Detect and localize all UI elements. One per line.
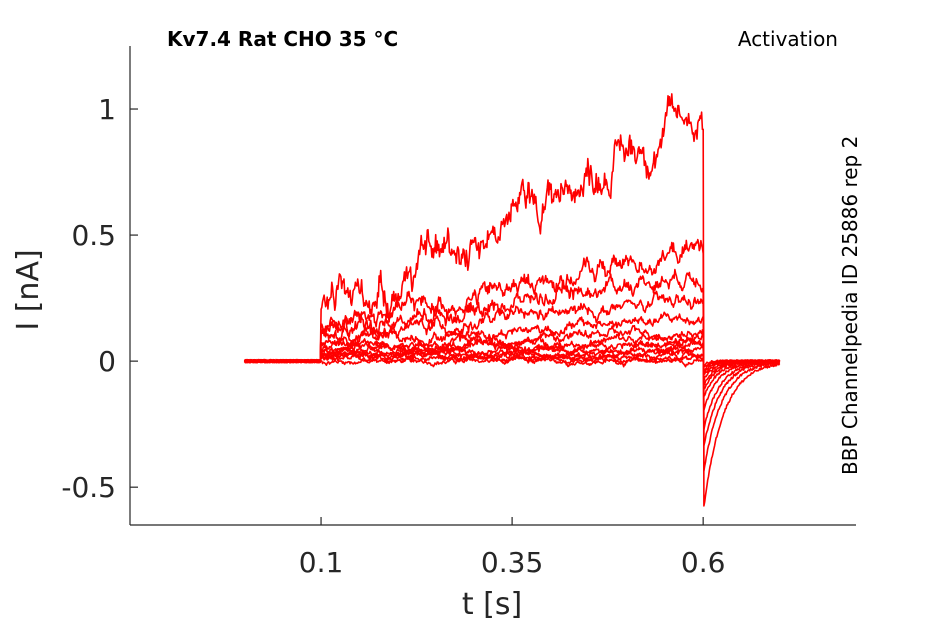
- x-axis-label: t [s]: [462, 587, 522, 622]
- traces: [243, 93, 781, 507]
- y-tick-label: 0.5: [71, 219, 116, 252]
- y-tick-label: 1: [98, 93, 116, 126]
- current-trace: [243, 290, 780, 431]
- chart-subtitle: Activation: [738, 27, 838, 51]
- current-trace: [244, 311, 781, 411]
- current-trace: [244, 332, 780, 390]
- x-tick-label: 0.35: [481, 546, 543, 579]
- current-trace: [244, 268, 781, 447]
- ticks: 0.1 0.35 0.6 -0.5 0 0.5 1: [61, 93, 725, 579]
- side-annotation: BBP Channelpedia ID 25886 rep 2: [838, 136, 862, 475]
- chart-title: Kv7.4 Rat CHO 35 °C: [167, 27, 398, 51]
- current-trace: [244, 324, 781, 398]
- x-tick-label: 0.6: [681, 546, 726, 579]
- current-trace: [243, 340, 781, 382]
- current-trace: [244, 93, 781, 507]
- current-trace: [243, 238, 781, 472]
- axes: [129, 46, 856, 526]
- x-tick-label: 0.1: [299, 546, 344, 579]
- y-tick-label: 0: [98, 345, 116, 378]
- y-axis-label: I [nA]: [11, 249, 46, 330]
- y-tick-label: -0.5: [61, 471, 116, 504]
